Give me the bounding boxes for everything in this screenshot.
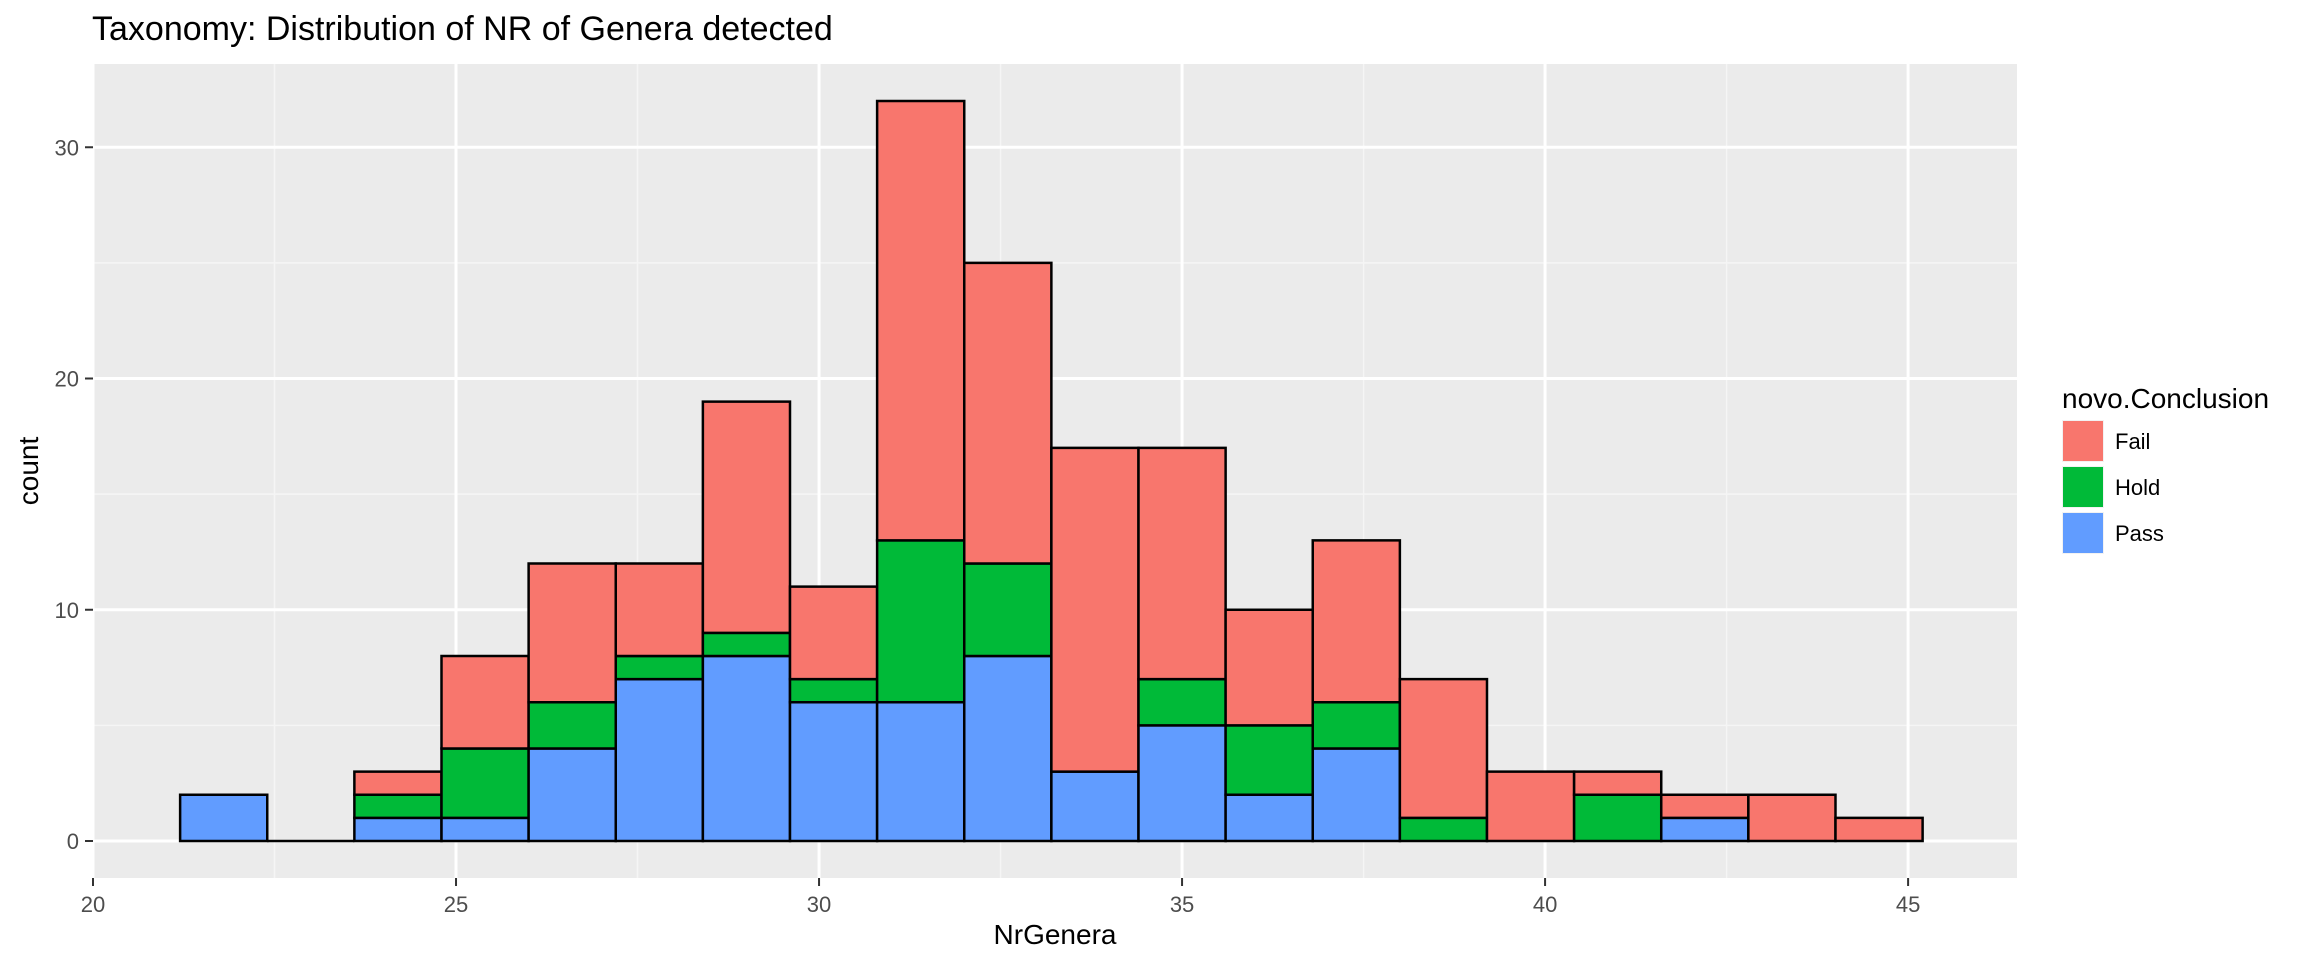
bar-stack	[1137, 446, 1227, 843]
bar-segment-fail	[1572, 770, 1663, 796]
y-tick-label: 0	[67, 829, 79, 854]
bar-stack	[440, 654, 530, 843]
bar-stack	[962, 261, 1053, 843]
bar-segment-pass	[1659, 816, 1750, 843]
bar-segment-fail	[527, 562, 617, 704]
bar-stack	[527, 562, 617, 843]
bar-segment-hold	[1311, 701, 1402, 750]
y-axis-ticks: 0 10 20 30	[55, 135, 93, 854]
bar-segment-pass	[614, 677, 705, 843]
bar-segment-pass	[527, 747, 617, 843]
legend: novo.Conclusion Fail Hold Pass	[2062, 383, 2269, 554]
y-tick-label: 10	[55, 598, 79, 623]
legend-label: Hold	[2115, 475, 2160, 500]
x-tick-label: 30	[807, 892, 831, 917]
x-tick-label: 20	[81, 892, 105, 917]
bar-segment-pass	[875, 701, 966, 843]
bar-segment-fail	[962, 261, 1053, 565]
bar-segment-hold	[1572, 793, 1663, 843]
x-tick-label: 45	[1896, 892, 1920, 917]
bar-segment-pass	[962, 654, 1053, 843]
bar-segment-fail	[1659, 793, 1750, 820]
y-tick-label: 20	[55, 367, 79, 392]
bar-segment-hold	[1398, 816, 1489, 843]
legend-entries: Fail Hold Pass	[2062, 420, 2164, 554]
bar-segment-fail	[701, 400, 792, 635]
bar-segment-pass	[1137, 724, 1227, 843]
bar-segment-fail	[1137, 446, 1227, 681]
chart-title: Taxonomy: Distribution of NR of Genera d…	[92, 10, 833, 48]
bar-stack	[1050, 446, 1140, 843]
bar-segment-pass	[1050, 770, 1140, 843]
bar-segment-fail	[1050, 446, 1140, 773]
x-tick-label: 40	[1533, 892, 1557, 917]
x-axis-ticks: 20 25 30 35 40 45	[81, 878, 1920, 917]
bar-stack	[1398, 677, 1489, 843]
bar-segment-hold	[353, 793, 443, 820]
bar-segment-fail	[788, 585, 879, 681]
bar-segment-fail	[1311, 539, 1402, 704]
bar-stacks	[178, 99, 1924, 843]
bar-stack	[875, 99, 966, 843]
legend-key-swatch	[2063, 421, 2103, 461]
bar-segment-pass	[353, 816, 443, 843]
bar-segment-pass	[701, 654, 792, 843]
x-tick-label: 25	[444, 892, 468, 917]
bar-segment-hold	[440, 747, 530, 820]
bar-segment-hold	[614, 654, 705, 681]
x-tick-label: 35	[1170, 892, 1194, 917]
bar-segment-pass	[1311, 747, 1402, 843]
x-axis-title: NrGenera	[994, 919, 1117, 950]
bar-stack	[1747, 793, 1837, 843]
bar-segment-fail	[614, 562, 705, 658]
bar-segment-hold	[1137, 677, 1227, 727]
bar-stack	[178, 793, 269, 843]
legend-key-swatch	[2063, 513, 2103, 553]
bar-stack	[1834, 816, 1924, 843]
bar-segment-pass	[440, 816, 530, 843]
bar-segment-pass	[788, 701, 879, 843]
legend-label: Pass	[2115, 521, 2164, 546]
bar-segment-fail	[1398, 677, 1489, 820]
bar-stack	[701, 400, 792, 843]
legend-key-swatch	[2063, 467, 2103, 507]
bar-segment-fail	[440, 654, 530, 750]
bar-stack	[1659, 793, 1750, 843]
bar-stack	[353, 770, 443, 843]
bar-stack	[788, 585, 879, 843]
bar-segment-fail	[1747, 793, 1837, 843]
bar-segment-pass	[1224, 793, 1314, 843]
bar-segment-fail	[353, 770, 443, 796]
bar-segment-fail	[1485, 770, 1576, 843]
bar-segment-hold	[701, 631, 792, 658]
bar-segment-fail	[875, 99, 966, 542]
y-axis-title: count	[13, 437, 44, 506]
bar-stack	[1572, 770, 1663, 843]
bar-segment-hold	[962, 562, 1053, 658]
bar-segment-hold	[788, 677, 879, 704]
bar-segment-fail	[1834, 816, 1924, 843]
bar-stack	[1311, 539, 1402, 843]
legend-title: novo.Conclusion	[2062, 383, 2269, 414]
bar-segment-pass	[178, 793, 269, 843]
bar-stack	[1485, 770, 1576, 843]
bar-segment-hold	[875, 539, 966, 704]
bar-segment-hold	[527, 701, 617, 750]
bar-stack	[1224, 608, 1314, 843]
legend-label: Fail	[2115, 429, 2150, 454]
bar-segment-fail	[1224, 608, 1314, 727]
y-tick-label: 30	[55, 135, 79, 160]
bar-segment-hold	[1224, 724, 1314, 796]
bar-stack	[614, 562, 705, 843]
